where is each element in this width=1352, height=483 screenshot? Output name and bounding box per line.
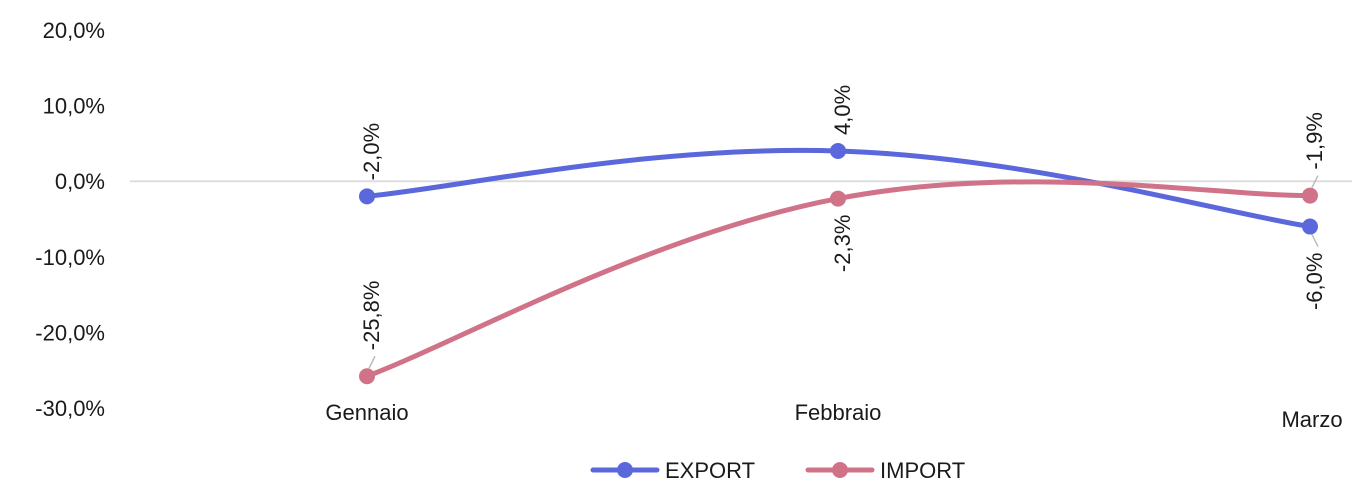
data-label-import: -1,9%: [1302, 112, 1327, 169]
legend-marker-export: [617, 462, 633, 478]
label-leader-line: [1311, 175, 1319, 188]
legend-label-import: IMPORT: [880, 458, 965, 483]
series-line-import: [364, 179, 1313, 379]
y-tick-label: 10,0%: [43, 94, 105, 119]
data-point-import: [1302, 187, 1318, 204]
x-category-label: Gennaio: [325, 400, 408, 425]
y-tick-label: 0,0%: [55, 169, 105, 194]
data-point-export: [1302, 218, 1318, 235]
y-tick-label: -10,0%: [35, 245, 105, 270]
data-label-import: -2,3%: [830, 215, 855, 272]
data-point-import: [359, 368, 375, 385]
y-tick-label: -30,0%: [35, 396, 105, 421]
legend-label-export: EXPORT: [665, 458, 755, 483]
data-label-export: -2,0%: [359, 123, 384, 180]
data-label-import: -25,8%: [359, 281, 384, 351]
x-category-label: Febbraio: [795, 400, 882, 425]
data-label-export: 4,0%: [830, 85, 855, 135]
y-tick-label: -20,0%: [35, 320, 105, 345]
label-leader-line: [1311, 234, 1319, 247]
data-point-export: [359, 188, 375, 205]
label-leader-line: [368, 355, 376, 369]
data-label-export: -6,0%: [1302, 253, 1327, 310]
data-point-import: [830, 190, 846, 207]
data-point-export: [830, 142, 846, 159]
x-category-label: Marzo: [1281, 407, 1342, 432]
y-tick-label: 20,0%: [43, 18, 105, 43]
legend-marker-import: [832, 462, 848, 478]
